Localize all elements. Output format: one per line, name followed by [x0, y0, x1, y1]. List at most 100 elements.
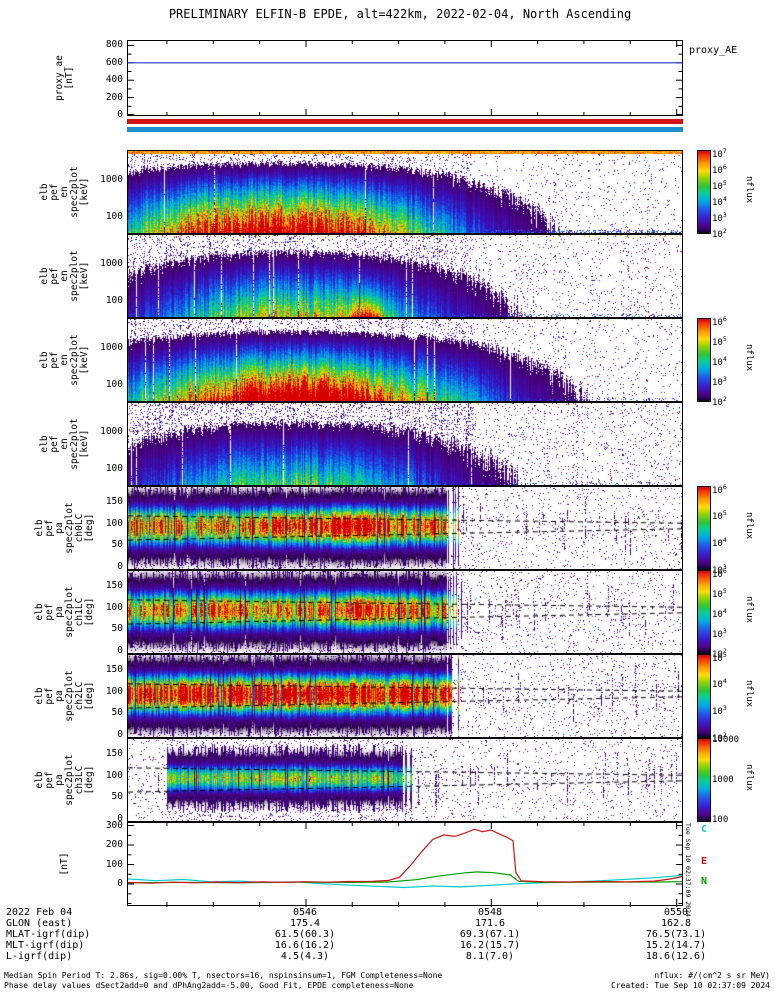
panel-pa-ch3LC [127, 738, 683, 907]
xaxis-row-value: 76.5(73.1) [645, 929, 707, 940]
colorbar-tick-label: 102 [712, 730, 727, 744]
y-tick-label: 0 [117, 108, 123, 120]
colorbar-tick-label: 102 [712, 646, 727, 660]
y-tick-label: 0 [117, 728, 123, 740]
proxy-ae-right-label: proxy_AE [689, 45, 738, 56]
ylabel-pa-ch1LC-text: elb pef pa spec2plot ch1LC [deg] [34, 586, 95, 638]
colorbar-tick-label: 105 [712, 178, 727, 192]
y-tick-label: 0 [117, 560, 123, 572]
ylabel-en-ch1: elb pef en spec2plot [keV] [34, 234, 96, 318]
ylabel-en-ch3: elb pef en spec2plot [keV] [34, 402, 96, 486]
colorbar-tick-label: 103 [712, 210, 727, 224]
xaxis-row-value: 4.5(4.3) [280, 951, 330, 962]
y-tick-label: 100 [105, 379, 123, 390]
spectrogram-canvas-en-ch2 [128, 319, 682, 401]
proxy-ae-ylabel: proxy_ae [nT] [34, 40, 96, 116]
y-tick-label: 100 [105, 463, 123, 474]
colorbar-tick-label: 106 [712, 482, 727, 496]
spectrogram-canvas-pa-ch1LC [128, 571, 682, 653]
colorbar [697, 150, 711, 234]
colorbar-tick-label: 103 [712, 374, 727, 388]
footer-median-spin-period: Median Spin Period T: 2.86s, sig=0.00% T… [4, 971, 443, 980]
ylabel-en-ch3-text: elb pef en spec2plot [keV] [39, 418, 90, 470]
spectrogram-canvas-pa-ch0LC [128, 487, 682, 569]
colorbar-tick-label: 105 [712, 586, 727, 600]
y-tick-label: 100 [105, 295, 123, 306]
colorbar [697, 738, 711, 822]
colorbar-title: nflux [744, 596, 754, 624]
xaxis-row-label: MLT-igrf(dip) [6, 940, 85, 951]
xaxis-date: 2022 Feb 04 [6, 907, 73, 918]
ylabel-pa-ch3LC-text: elb pef pa spec2plot ch3LC [deg] [34, 754, 95, 806]
y-tick-label: 600 [105, 56, 123, 68]
colorbar-title: nflux [744, 344, 754, 372]
xaxis-row-value: 171.6 [474, 918, 506, 929]
y-tick-label: 100 [105, 685, 123, 697]
panel-en-ch3 [127, 402, 683, 571]
panel-pa-ch1LC [127, 570, 683, 739]
colorbar-tick-label: 104 [712, 606, 727, 620]
y-tick-label: 50 [111, 791, 123, 803]
proxy-ae-plot [128, 41, 682, 115]
y-tick-label: 0 [117, 812, 123, 824]
colorbar-tick-label: 104 [712, 354, 727, 368]
y-tick-label: 50 [111, 623, 123, 635]
y-tick-label: 300 [105, 819, 123, 831]
xaxis-row-label: MLAT-igrf(dip) [6, 929, 91, 940]
xaxis-row-value: 16.2(15.7) [459, 940, 521, 951]
ylabel-pa-ch1LC: elb pef pa spec2plot ch1LC [deg] [34, 570, 96, 654]
time-tick-label: 0550 [663, 907, 689, 918]
colorbar-tick-label: 102 [712, 394, 727, 408]
colorbar-tick-label: 102 [712, 226, 727, 240]
colorbar-title: nflux [744, 512, 754, 540]
ylabel-pa-ch3LC: elb pef pa spec2plot ch3LC [deg] [34, 738, 96, 822]
plot-title: PRELIMINARY ELFIN-B EPDE, alt=422km, 202… [168, 7, 632, 21]
panel-en-ch2 [127, 318, 683, 487]
colorbar [697, 654, 711, 738]
footer-phase-delay: Phase delay values dSect2add=0 and dPhAn… [4, 981, 414, 990]
fgm-line-plot [127, 823, 683, 905]
time-tick-label: 0548 [477, 907, 503, 918]
colorbar-tick-label: 106 [712, 566, 727, 580]
ylabel-pa-ch2LC: elb pef pa spec2plot ch2LC [deg] [34, 654, 96, 738]
panel-en-ch0 [127, 150, 683, 319]
colorbar-title: nflux [744, 764, 754, 792]
y-tick-label: 200 [105, 839, 123, 850]
colorbar-tick-label: 104 [712, 677, 727, 691]
colorbar-tick-label: 105 [712, 509, 727, 523]
y-tick-label: 150 [105, 664, 123, 675]
y-tick-label: 100 [105, 211, 123, 222]
spectrogram-canvas-pa-ch3LC [128, 739, 682, 821]
colorbar-tick-label: 105 [712, 650, 727, 664]
ylabel-en-ch2: elb pef en spec2plot [keV] [34, 318, 96, 402]
colorbar-tick-label: 104 [712, 194, 727, 208]
y-tick-label: 150 [105, 748, 123, 759]
y-tick-label: 100 [105, 601, 123, 613]
spectrogram-canvas-en-ch1 [128, 235, 682, 317]
colorbar-tick-label: 10000 [712, 734, 740, 745]
panel-en-ch1 [127, 234, 683, 403]
footer-nflux-units: nflux: #/(cm^2 s sr MeV) [654, 971, 770, 980]
colorbar [697, 318, 711, 402]
xaxis-row-label: GLON (east) [6, 918, 73, 929]
ylabel-en-ch0: elb pef en spec2plot [keV] [34, 150, 96, 234]
panel-fgm-line [127, 822, 683, 906]
colorbar-title: nflux [744, 680, 754, 708]
y-tick-label: 1000 [100, 342, 123, 353]
y-tick-label: 800 [105, 39, 123, 51]
colorbar-tick-label: 103 [712, 703, 727, 717]
y-tick-label: 1000 [100, 174, 123, 185]
colorbar [697, 486, 711, 570]
xaxis-row-value: 69.3(67.1) [459, 929, 521, 940]
xaxis-row-value: 175.4 [289, 918, 321, 929]
y-tick-label: 0 [117, 878, 123, 889]
y-tick-label: 100 [105, 517, 123, 529]
ylabel-pa-ch0LC: elb pef pa spec2plot ch0LC [deg] [34, 486, 96, 570]
colorbar-tick-label: 103 [712, 626, 727, 640]
time-tick-label: 0546 [292, 907, 318, 918]
colorbar-tick-label: 1000 [712, 774, 734, 785]
colorbar-tick-label: 105 [712, 334, 727, 348]
ylabel-en-ch0-text: elb pef en spec2plot [keV] [39, 166, 90, 218]
panel-pa-ch0LC [127, 486, 683, 655]
